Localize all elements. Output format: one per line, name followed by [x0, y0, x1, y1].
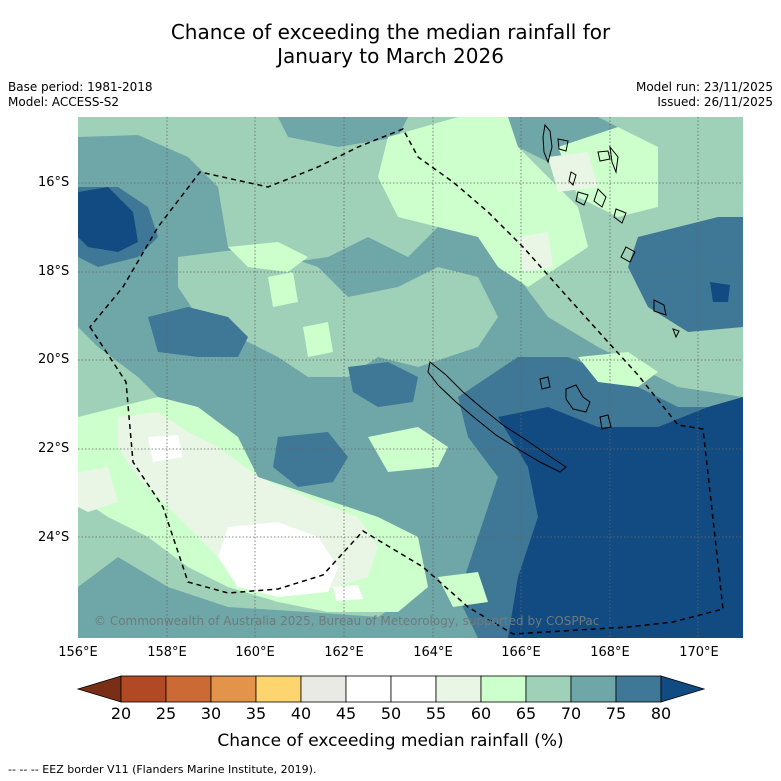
colorbar-segment [210, 675, 257, 703]
colorbar-segment [525, 675, 572, 703]
lon-label-164e: 164°E [413, 645, 453, 660]
band-60-65-small [268, 272, 298, 307]
band-45-55-south [218, 522, 338, 597]
band-above-80-southeast [498, 397, 743, 638]
title-line-2: January to March 2026 [277, 44, 504, 68]
colorbar-tick-label: 60 [470, 704, 492, 723]
band-65-70-central [178, 247, 498, 377]
colorbar-tick-label: 65 [515, 704, 537, 723]
colorbar-tick-label: 45 [335, 704, 357, 723]
map-canvas [78, 117, 743, 638]
meta-left: Base period: 1981-2018 Model: ACCESS-S2 [8, 80, 153, 110]
colorbar-tick-label: 75 [605, 704, 627, 723]
eez-footnote: -- -- -- EEZ border V11 (Flanders Marine… [8, 763, 317, 776]
copyright-notice: © Commonwealth of Australia 2025, Bureau… [94, 614, 600, 628]
band-45-55-west [148, 435, 183, 462]
lon-label-168e: 168°E [590, 645, 630, 660]
colorbar-segments [76, 675, 706, 703]
colorbar-tick-label: 35 [245, 704, 267, 723]
band-60-65-south [438, 572, 488, 607]
colorbar-tick-label: 40 [290, 704, 312, 723]
band-75-80-northeast [628, 217, 743, 332]
issued-date: Issued: 26/11/2025 [657, 95, 773, 109]
loyalty-island-small2 [599, 414, 612, 430]
band-75-80-west [148, 307, 248, 357]
model-run: Model run: 23/11/2025 [635, 80, 773, 94]
lon-label-162e: 162°E [324, 645, 364, 660]
vanuatu-coastlines [542, 123, 680, 339]
band-60-65-northeast [558, 127, 658, 217]
band-75-80-central [348, 362, 418, 407]
colorbar-extend-high [660, 675, 706, 703]
model-name: Model: ACCESS-S2 [8, 95, 120, 109]
rainfall-map [78, 117, 743, 638]
band-75-80-southwest [273, 432, 348, 487]
colorbar-tick-label: 30 [200, 704, 222, 723]
base-period: Base period: 1981-2018 [8, 80, 153, 94]
band-above-80-west [78, 187, 138, 252]
colorbar-segment [255, 675, 302, 703]
lon-label-160e: 160°E [235, 645, 275, 660]
meta-right: Model run: 23/11/2025 Issued: 26/11/2025 [636, 80, 773, 110]
band-55-60-northeast [548, 152, 598, 192]
colorbar-segment [570, 675, 617, 703]
colorbar-segment [165, 675, 212, 703]
loyalty-island-small [539, 376, 551, 390]
colorbar-tick-label: 25 [155, 704, 177, 723]
colorbar-extend-low [76, 675, 122, 703]
colorbar-tick-label: 20 [110, 704, 132, 723]
lat-label-16s: 16°S [38, 175, 70, 190]
new-caledonia-coastline [427, 361, 567, 473]
colorbar-segment [120, 675, 167, 703]
colorbar-tick-label: 80 [650, 704, 672, 723]
lon-label-170e: 170°E [679, 645, 719, 660]
colorbar-label: Chance of exceeding median rainfall (%) [217, 731, 564, 751]
colorbar-tick-label: 55 [425, 704, 447, 723]
lat-label-18s: 18°S [38, 264, 70, 279]
band-45-55-south-small [333, 585, 363, 601]
lat-label-20s: 20°S [38, 352, 70, 367]
lon-label-158e: 158°E [147, 645, 187, 660]
band-above-80-small [710, 282, 730, 302]
eez-border [89, 128, 724, 635]
lon-label-166e: 166°E [501, 645, 541, 660]
map-title: Chance of exceeding the median rainfall … [0, 20, 781, 68]
band-55-60-west-edge [78, 467, 118, 512]
lat-label-22s: 22°S [38, 441, 70, 456]
colorbar-segment [435, 675, 482, 703]
colorbar-segment [300, 675, 347, 703]
colorbar-segment [480, 675, 527, 703]
lat-label-24s: 24°S [38, 530, 70, 545]
band-55-60-north [518, 232, 553, 272]
colorbar-tick-label: 70 [560, 704, 582, 723]
loyalty-islands-coastline [565, 384, 591, 413]
band-60-65-central [368, 427, 448, 472]
band-60-65-small2 [303, 322, 333, 357]
band-60-65-west [228, 242, 308, 272]
colorbar-segment [390, 675, 437, 703]
colorbar-segment [615, 675, 662, 703]
colorbar [76, 675, 706, 703]
colorbar-tick-label: 50 [380, 704, 402, 723]
title-line-1: Chance of exceeding the median rainfall … [170, 20, 611, 44]
band-60-65-east [578, 352, 658, 387]
colorbar-segment [345, 675, 392, 703]
lon-label-156e: 156°E [58, 645, 98, 660]
graticule [78, 117, 743, 638]
